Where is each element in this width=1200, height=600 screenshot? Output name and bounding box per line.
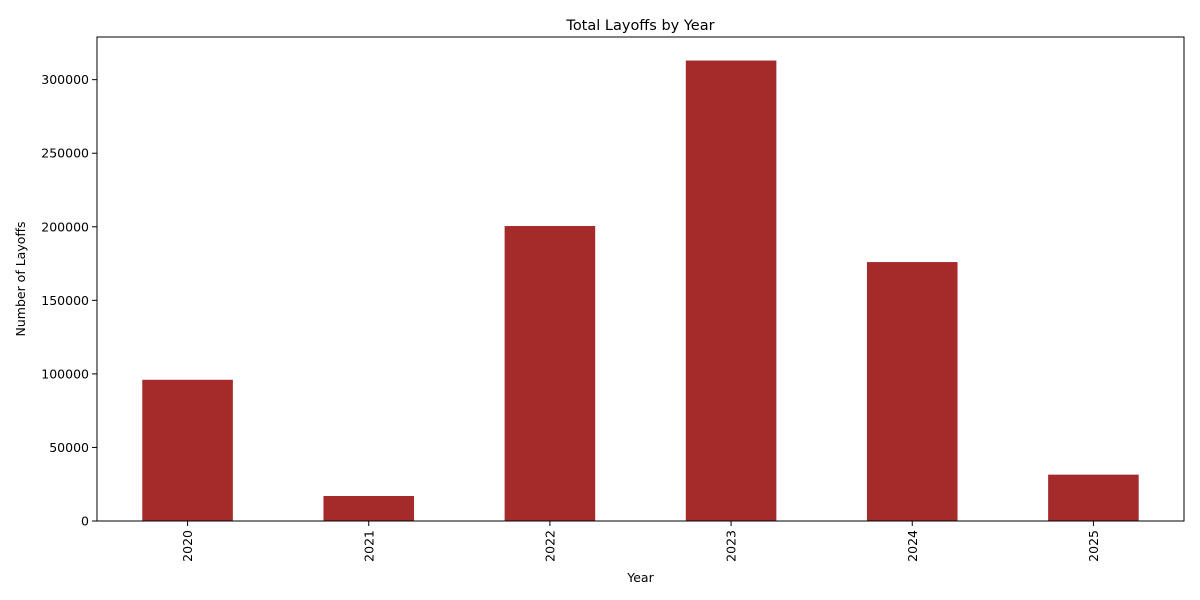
x-tick-label: 2024 (905, 530, 920, 562)
plot-frame (96, 36, 1185, 522)
bar-2022 (504, 226, 596, 522)
y-tick-label: 0 (81, 514, 89, 529)
x-axis-label: Year (626, 570, 654, 585)
y-tick-label: 200000 (41, 219, 89, 234)
y-tick-label: 300000 (41, 72, 89, 87)
x-tick-label: 2025 (1086, 530, 1101, 562)
bar-2024 (866, 262, 958, 521)
bar-2025 (1048, 474, 1139, 521)
chart-title: Total Layoffs by Year (565, 18, 714, 34)
bar-2021 (323, 495, 415, 521)
y-tick-label: 150000 (41, 293, 89, 308)
bar-2020 (142, 379, 233, 521)
y-axis-label: Number of Layoffs (13, 221, 28, 336)
bars-layer (142, 60, 1139, 522)
x-tick-label: 2021 (361, 530, 376, 562)
x-tick-label: 2022 (542, 530, 557, 562)
x-tick-label: 2020 (180, 530, 195, 562)
bar-2023 (685, 60, 777, 521)
y-tick-label: 100000 (41, 366, 89, 381)
y-tick-label: 50000 (49, 440, 89, 455)
x-tick-label: 2023 (724, 530, 739, 562)
y-axis: 0 50000 100000 150000 200000 250000 300000 (41, 72, 97, 529)
y-tick-label: 250000 (41, 146, 89, 161)
x-axis: 2020 2021 2022 2023 2024 2025 (180, 521, 1101, 562)
